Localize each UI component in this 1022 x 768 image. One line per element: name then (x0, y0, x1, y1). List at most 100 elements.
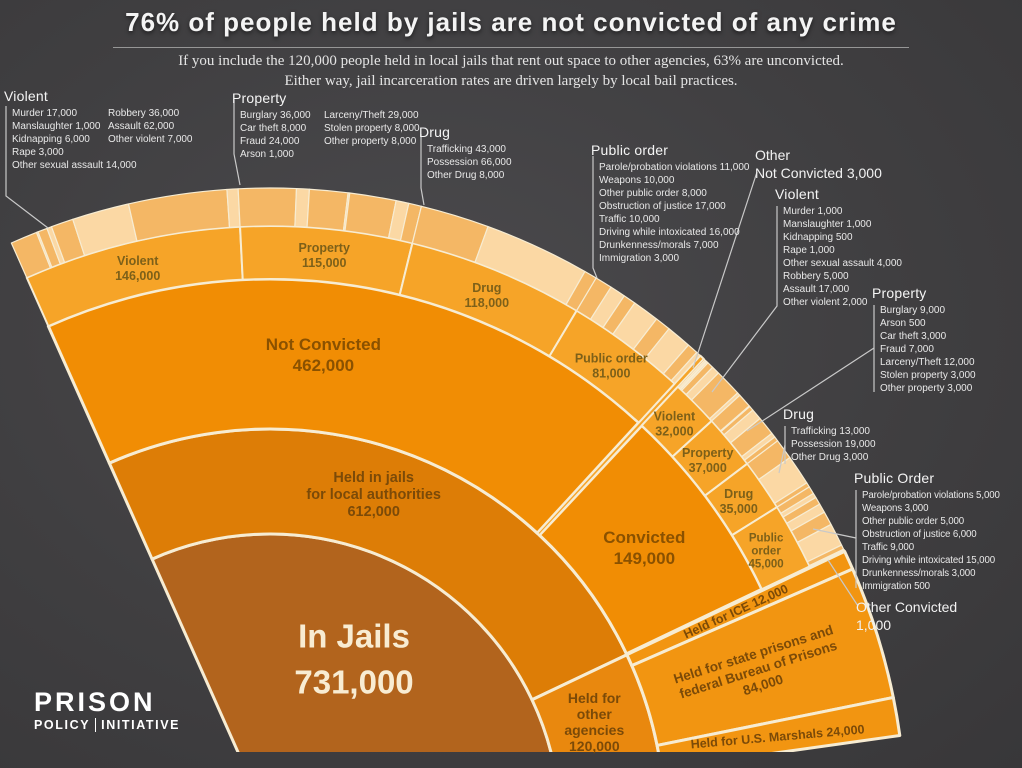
legend-item-traffic: Traffic 9,000 (862, 542, 915, 553)
other-nc-line2: Not Convicted 3,000 (755, 165, 882, 181)
legend-item-possession: Possession 19,000 (791, 439, 876, 450)
wedge-other_nc (536, 354, 705, 537)
legend-item-immigration: Immigration 3,000 (599, 253, 680, 264)
legend-item-other-drug: Other Drug 3,000 (791, 452, 869, 463)
legend-header-nc_violent: Violent (4, 88, 48, 104)
legend-item-parole-probation-violations: Parole/probation violations 11,000 (599, 162, 750, 173)
legend-column: Parole/probation violations 11,000 Weapon… (599, 161, 749, 265)
label-not_convicted: Not Convicted 462,000 (266, 335, 381, 375)
legend-columns: Murder 1,000 Manslaughter 1,000 Kidnapping… (783, 205, 902, 309)
label-nc_violent: Violent 146,000 (115, 254, 160, 283)
title-underline (113, 47, 909, 48)
leader-line-violent-nc (5, 106, 49, 229)
fan-wedges (10, 187, 902, 752)
wedge-c_public_order-offense-immigration (808, 548, 845, 567)
logo-initiative: INITIATIVE (101, 718, 181, 732)
legend-columns: Parole/probation violations 11,000 Weapon… (599, 161, 749, 265)
legend-item-larceny-theft: Larceny/Theft 29,000 (324, 110, 419, 121)
legend-columns: Burglary 36,000 Car theft 8,000 Fraud 24,0… (240, 109, 420, 161)
legend-block-nc_property: Property Burglary 36,000 Car theft 8,000 Fr… (232, 90, 420, 161)
leader-line-property-c-pointer (746, 347, 875, 432)
legend-item-weapons: Weapons 10,000 (599, 175, 675, 186)
legend-header-c_violent: Violent (775, 186, 819, 202)
logo-wordmark: PRISON (34, 687, 156, 717)
legend-item-immigration: Immigration 500 (862, 581, 930, 592)
other-c-line2: 1,000 (856, 617, 892, 633)
legend-block-nc_violent: Violent Murder 17,000 Manslaughter 1,000 Ki… (4, 88, 193, 172)
legend-block-c_violent: Violent Murder 1,000 Manslaughter 1,000 Kid… (775, 186, 902, 309)
label-other-not-convicted: Other Not Convicted 3,000 (755, 146, 882, 182)
legend-columns: Burglary 9,000 Arson 500 Car theft 3,000 Fr… (880, 304, 976, 395)
legend-item-murder: Murder 1,000 (783, 206, 843, 217)
label-nc_drug: Drug 118,000 (465, 281, 510, 310)
label-nc_public_order: Public order 81,000 (575, 352, 648, 381)
logo-policy: POLICY (34, 718, 91, 732)
legend-header-nc_drug: Drug (419, 124, 451, 140)
legend-item-murder: Murder 17,000 (12, 108, 78, 119)
label-c_public_order: Public order 45,000 (749, 533, 784, 571)
label-in_jails: In Jails 731,000 (294, 618, 413, 701)
legend-item-kidnapping: Kidnapping 6,000 (12, 134, 90, 145)
legend-item-other-violent: Other violent 7,000 (108, 134, 193, 145)
leader-line-other-nc (692, 171, 758, 369)
prison-policy-initiative-logo: PRISON POLICY INITIATIVE (34, 688, 180, 732)
wedge-nc_property-offense-larceny-theft (344, 192, 397, 239)
legend-block-nc_public_order: Public order Parole/probation violations … (591, 142, 749, 265)
label-c_violent: Violent 32,000 (654, 409, 696, 438)
legend-block-nc_drug: Drug Trafficking 43,000 Possession 66,000 O… (419, 124, 512, 182)
legend-column: Parole/probation violations 5,000 Weapons… (862, 489, 1000, 593)
label-other-convicted: Other Convicted 1,000 (856, 598, 957, 634)
legend-item-assault: Assault 62,000 (108, 121, 175, 132)
legend-block-c_property: Property Burglary 9,000 Arson 500 Car theft… (872, 285, 976, 395)
legend-columns: Trafficking 43,000 Possession 66,000 Other… (427, 143, 512, 182)
legend-column: Trafficking 43,000 Possession 66,000 Other… (427, 143, 512, 182)
label-c_drug: Drug 35,000 (720, 487, 758, 516)
legend-column: Burglary 9,000 Arson 500 Car theft 3,000 Fr… (880, 304, 976, 395)
legend-item-stolen-property: Stolen property 3,000 (880, 370, 976, 381)
leader-line-property-nc (233, 100, 241, 186)
other-nc-line1: Other (755, 147, 791, 163)
legend-item-other-drug: Other Drug 8,000 (427, 170, 505, 181)
legend-item-drunkenness-morals: Drunkenness/morals 7,000 (599, 240, 719, 251)
subtitle-line-2: Either way, jail incarceration rates are… (284, 73, 738, 89)
legend-item-rape: Rape 3,000 (12, 147, 64, 158)
legend-header-nc_public_order: Public order (591, 142, 669, 158)
label-convicted: Convicted 149,000 (603, 528, 685, 568)
legend-item-traffic: Traffic 10,000 (599, 214, 660, 225)
legend-item-fraud: Fraud 7,000 (880, 344, 934, 355)
legend-item-kidnapping: Kidnapping 500 (783, 232, 853, 243)
legend-item-other-sexual-assault: Other sexual assault 4,000 (783, 258, 902, 269)
legend-item-rape: Rape 1,000 (783, 245, 835, 256)
page-title: 76% of people held by jails are not conv… (125, 7, 897, 37)
legend-item-assault: Assault 17,000 (783, 284, 850, 295)
legend-item-trafficking: Trafficking 13,000 (791, 426, 870, 437)
legend-columns: Murder 17,000 Manslaughter 1,000 Kidnappin… (12, 107, 193, 172)
label-c_property: Property 37,000 (682, 446, 733, 475)
legend-item-stolen-property: Stolen property 8,000 (324, 123, 420, 134)
other-c-line1: Other Convicted (856, 599, 958, 615)
legend-column: Murder 17,000 Manslaughter 1,000 Kidnappin… (12, 107, 137, 172)
wedge-nc_property-offense-fraud (306, 188, 349, 232)
legend-column: Trafficking 13,000 Possession 19,000 Other… (791, 425, 876, 464)
legend-column: Larceny/Theft 29,000 Stolen property 8,00… (324, 109, 420, 161)
legend-item-parole-probation-violations: Parole/probation violations 5,000 (862, 490, 1000, 501)
legend-item-fraud: Fraud 24,000 (240, 136, 300, 147)
legend-item-robbery: Robbery 5,000 (783, 271, 849, 282)
legend-item-driving-while-intoxicated: Driving while intoxicated 15,000 (862, 555, 996, 566)
legend-item-weapons: Weapons 3,000 (862, 503, 929, 514)
legend-item-other-violent: Other violent 2,000 (783, 297, 868, 308)
legend-item-burglary: Burglary 9,000 (880, 305, 946, 316)
legend-header-c_public_order: Public Order (854, 470, 935, 486)
leader-line-drug-c-pointer (778, 444, 786, 474)
legend-item-other-public-order: Other public order 5,000 (862, 516, 965, 527)
label-held_other: Held for other agencies 120,000 (564, 690, 624, 754)
legend-item-trafficking: Trafficking 43,000 (427, 144, 506, 155)
legend-item-other-property: Other property 3,000 (880, 383, 973, 394)
leader-line-other-c-pointer (827, 559, 859, 607)
wedge-nc_property-offense-burglary (237, 187, 298, 228)
subtitle-line-1: If you include the 120,000 people held i… (178, 53, 844, 69)
leader-line-drug-nc (420, 134, 425, 206)
legend-item-robbery: Robbery 36,000 (108, 108, 180, 119)
legend-columns: Parole/probation violations 5,000 Weapons… (862, 489, 1000, 593)
